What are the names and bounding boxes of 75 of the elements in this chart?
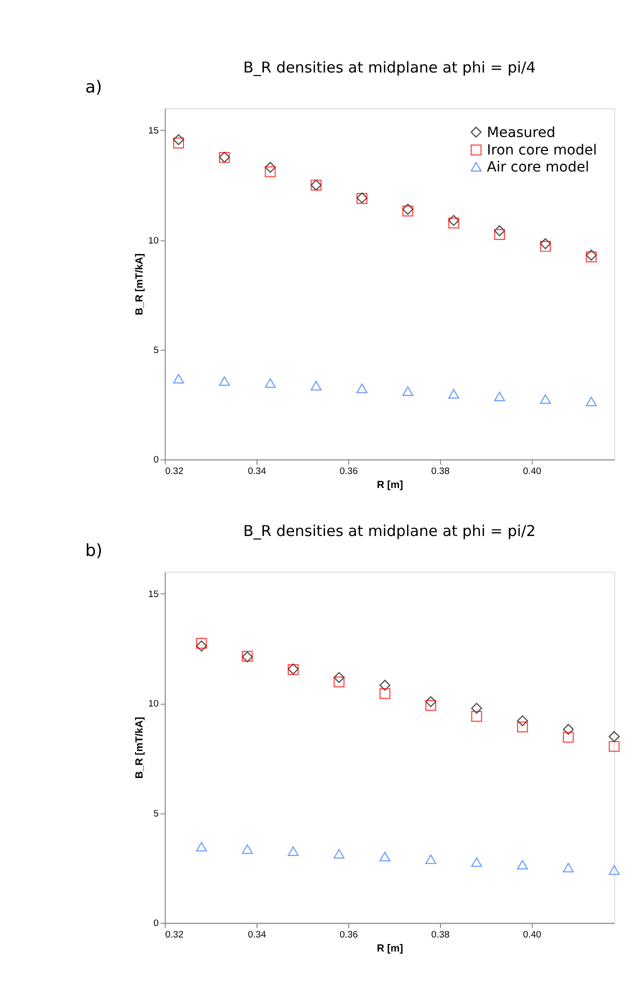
point — [288, 846, 299, 856]
text: a) — [85, 76, 102, 96]
y-tick-label: 5 — [153, 344, 159, 355]
point — [540, 240, 551, 252]
y-axis-title: B_R [mT/kA] — [134, 716, 146, 779]
y-tick-label: 0 — [153, 918, 159, 928]
point — [562, 862, 574, 872]
point — [196, 638, 207, 649]
point — [264, 162, 276, 173]
point — [562, 732, 574, 743]
x-tick-label: 0.34 — [248, 466, 266, 476]
x-tick-label: 0.40 — [523, 466, 542, 476]
x-tick-label: 0.38 — [431, 929, 450, 940]
point — [218, 376, 230, 386]
text: b) — [85, 540, 102, 560]
point — [425, 696, 436, 708]
point — [310, 380, 322, 391]
point — [608, 865, 620, 875]
point — [356, 384, 368, 394]
point — [264, 166, 276, 178]
point — [242, 844, 253, 854]
x-axis-title: R [m] — [376, 480, 404, 491]
point — [379, 680, 390, 691]
point — [425, 700, 436, 711]
y-tick-label: 5 — [153, 808, 159, 818]
point — [608, 731, 620, 742]
x-tick-label: 0.36 — [340, 466, 358, 476]
x-tick-label: 0.32 — [165, 929, 184, 940]
point — [173, 134, 184, 146]
x-tick-label: 0.34 — [248, 929, 266, 940]
point — [173, 138, 184, 148]
point — [334, 676, 345, 688]
point — [264, 378, 276, 388]
point — [608, 740, 620, 752]
point — [494, 225, 506, 236]
point — [586, 396, 597, 406]
y-tick-label: 0 — [153, 454, 159, 465]
point — [334, 672, 345, 684]
chart-title: B_R densities at midplane at phi = pi/4 — [243, 58, 536, 77]
legend-label: Iron core model — [486, 142, 597, 159]
y-tick-label: 10 — [148, 698, 159, 709]
point — [540, 394, 551, 404]
y-tick-label: 15 — [148, 589, 159, 599]
legend-label: Air core model — [486, 160, 590, 176]
y-tick-label: 10 — [148, 235, 159, 246]
point — [517, 860, 528, 870]
point — [196, 842, 207, 852]
point — [517, 715, 528, 726]
legend-label: Measured — [486, 124, 556, 141]
point — [517, 721, 528, 732]
point — [494, 392, 506, 402]
point — [425, 854, 436, 864]
x-tick-label: 0.40 — [523, 929, 542, 940]
point — [562, 724, 574, 735]
x-tick-label: 0.36 — [340, 929, 358, 940]
point — [448, 218, 460, 229]
x-tick-label: 0.32 — [165, 466, 184, 476]
point — [379, 852, 390, 862]
point — [494, 229, 506, 240]
point — [448, 214, 460, 226]
point — [173, 374, 184, 384]
point — [334, 848, 345, 859]
y-tick-label: 15 — [148, 126, 159, 136]
point — [471, 702, 482, 714]
x-axis-title: R [m] — [376, 943, 404, 954]
point — [471, 857, 482, 867]
x-tick-label: 0.38 — [431, 466, 450, 476]
point — [448, 388, 460, 399]
point — [196, 640, 207, 652]
point — [471, 710, 482, 722]
point — [402, 386, 414, 396]
point — [379, 688, 390, 700]
y-axis-title: B_R [mT/kA] — [134, 253, 146, 316]
chart-title: B_R densities at midplane at phi = pi/2 — [243, 522, 536, 540]
point — [540, 238, 551, 250]
